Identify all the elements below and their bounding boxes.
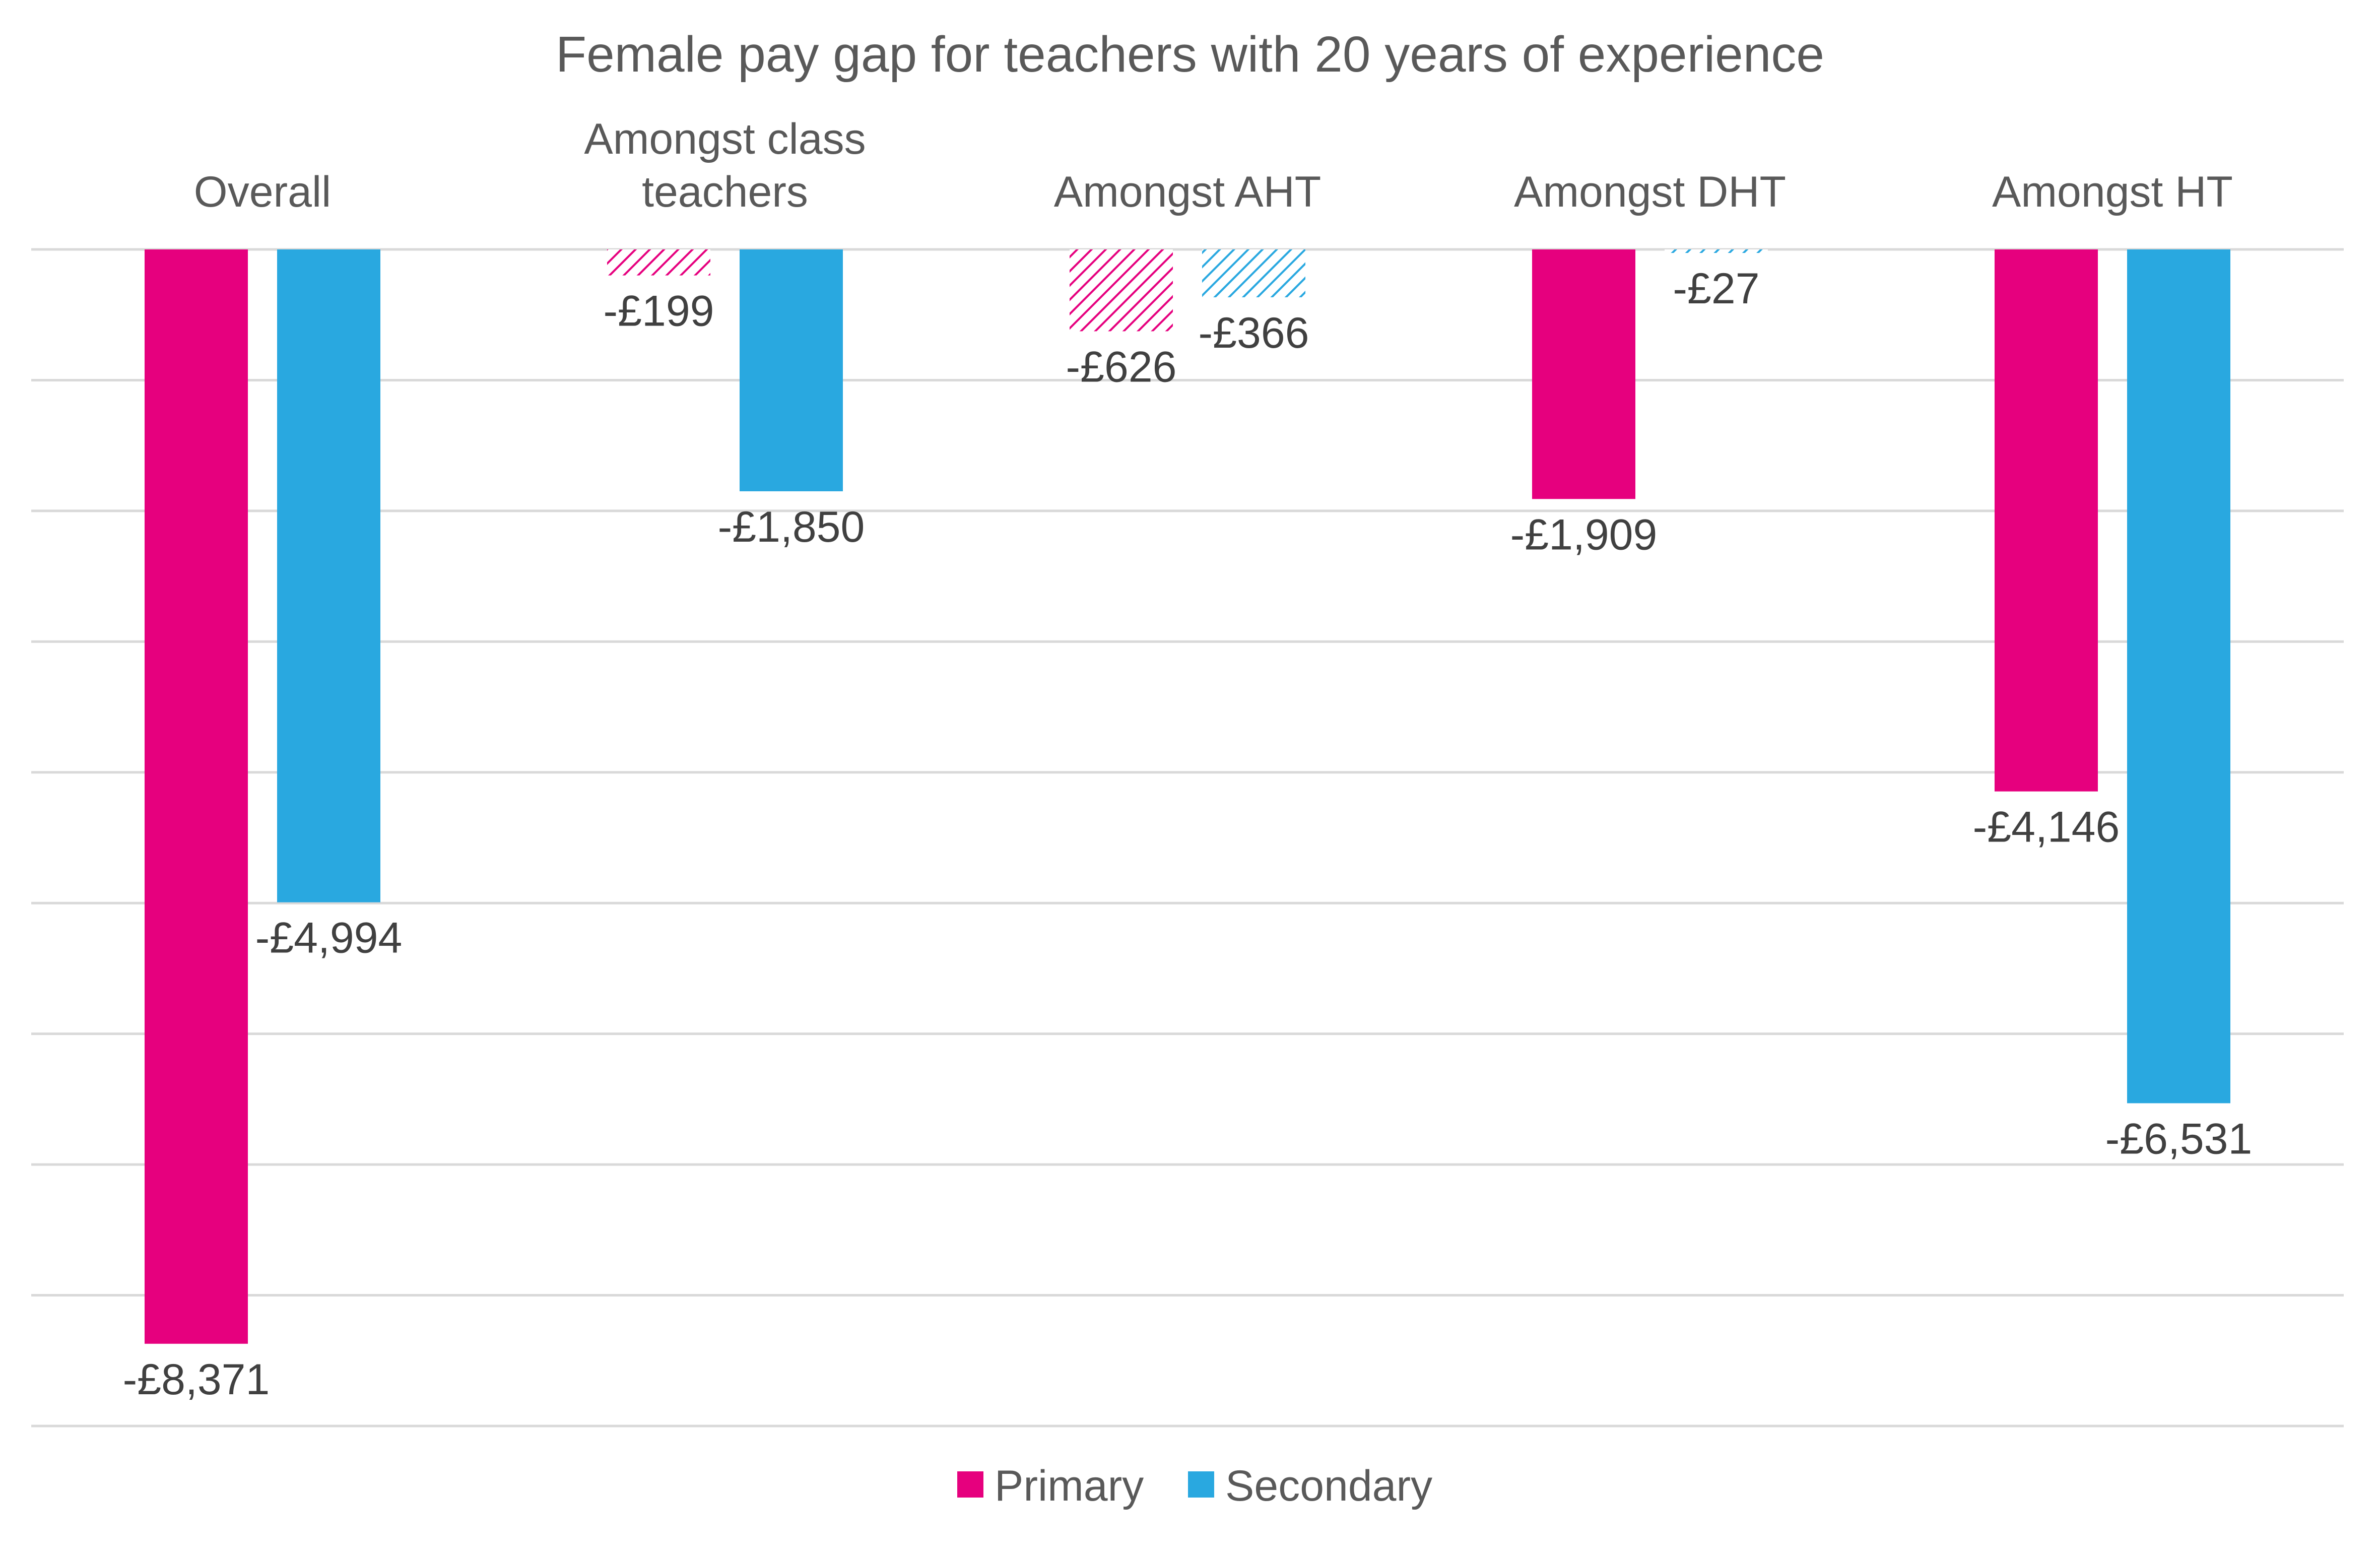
data-label-secondary-amongst-aht: -£366 [1199,309,1309,357]
gridlines [31,248,2344,1428]
category-label-amongst-class-teachers: Amongst class teachers [584,115,866,216]
data-label-secondary-amongst-class-teachers: -£1,850 [718,503,865,551]
data-label-secondary-amongst-dht: -£27 [1673,265,1759,313]
bar-primary-amongst-ht [1995,249,2098,792]
data-label-primary-amongst-ht: -£4,146 [1973,803,2120,852]
category-label-amongst-aht: Amongst AHT [1054,168,1321,216]
bar-secondary-amongst-aht [1202,249,1305,297]
data-label-secondary-overall: -£4,994 [255,914,403,962]
category-label-amongst-ht: Amongst HT [1992,168,2233,216]
chart-title: Female pay gap for teachers with 20 year… [556,26,1824,83]
legend-label-secondary: Secondary [1225,1462,1432,1510]
data-label-primary-amongst-aht: -£626 [1066,343,1177,391]
data-labels: -£8,371 -£199 -£626 -£1,909 -£4,146 -£4,994 -£… [123,265,2253,1404]
data-label-primary-amongst-dht: -£1,909 [1510,510,1658,559]
bar-secondary-overall [277,249,380,902]
legend: Primary Secondary [957,1462,1432,1510]
bar-primary-overall [145,249,248,1344]
bars [145,249,2230,1344]
legend-swatch-primary [957,1471,983,1498]
legend-swatch-secondary [1188,1471,1214,1498]
data-label-secondary-amongst-ht: -£6,531 [2105,1115,2253,1163]
bar-primary-amongst-aht [1070,249,1173,332]
data-label-primary-overall: -£8,371 [123,1355,270,1404]
category-labels: Overall Amongst class teachers Amongst AHT A… [194,115,2233,216]
bar-secondary-amongst-dht [1665,249,1768,253]
bar-primary-amongst-dht [1532,249,1635,499]
bar-secondary-amongst-ht [2127,249,2230,1104]
category-label-overall: Overall [194,168,331,216]
bar-secondary-amongst-class-teachers [740,249,843,491]
category-label-amongst-dht: Amongst DHT [1514,168,1786,216]
legend-label-primary: Primary [995,1462,1144,1510]
bar-primary-amongst-class-teachers [607,249,710,276]
data-label-primary-amongst-class-teachers: -£199 [604,287,714,336]
